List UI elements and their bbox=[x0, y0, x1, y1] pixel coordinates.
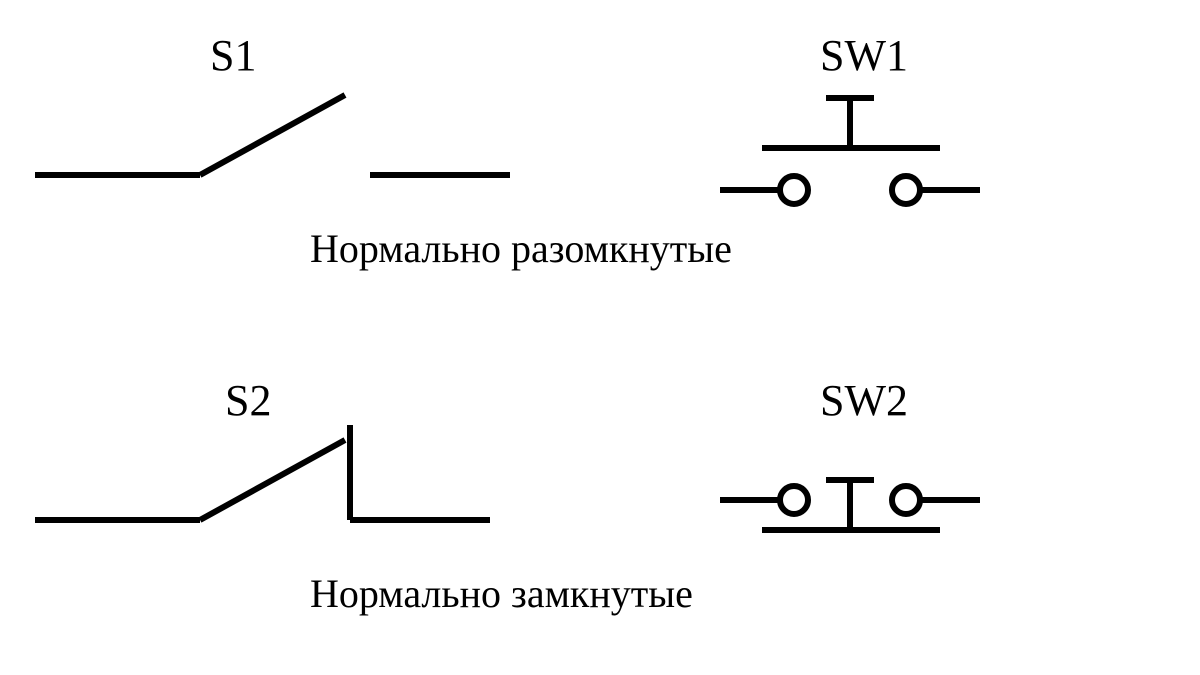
ref-sw1: SW1 bbox=[820, 30, 908, 81]
caption-open: Нормально разомкнутые bbox=[310, 225, 732, 272]
ref-s1: S1 bbox=[210, 30, 256, 81]
ref-sw2: SW2 bbox=[820, 375, 908, 426]
ref-s2: S2 bbox=[225, 375, 271, 426]
caption-closed: Нормально замкнутые bbox=[310, 570, 693, 617]
